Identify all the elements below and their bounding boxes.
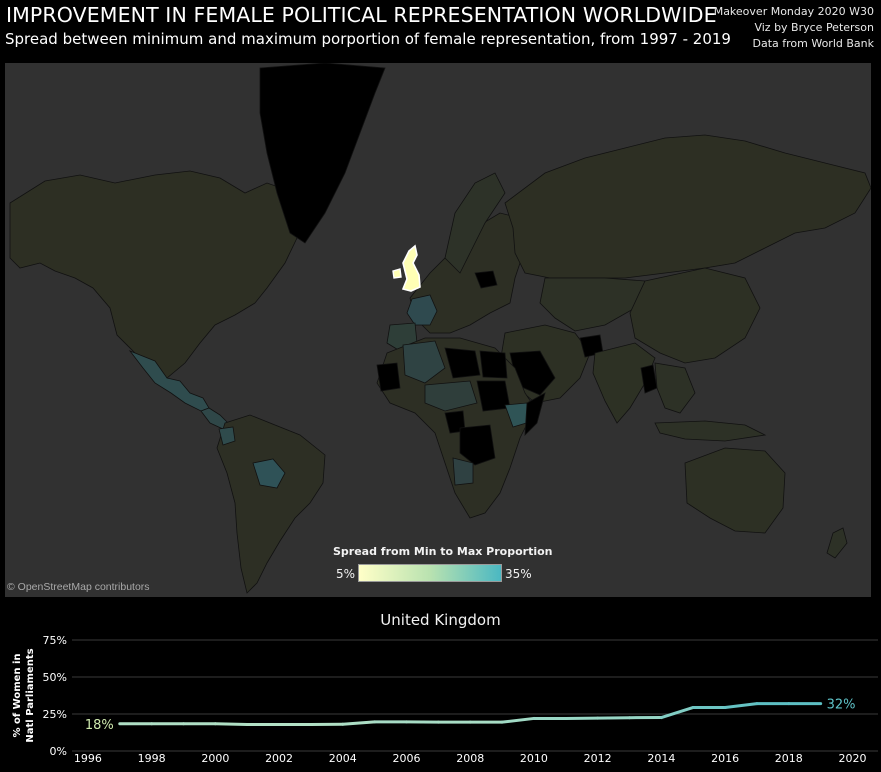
line-segment[interactable] [659, 705, 695, 720]
map-bolivia[interactable] [252, 458, 286, 489]
map-central-asia[interactable] [539, 277, 646, 332]
end-value-label: 32% [827, 698, 856, 713]
map-ecuador[interactable] [218, 426, 236, 446]
map-new-zealand[interactable] [826, 527, 848, 559]
map-mauritania[interactable] [376, 362, 401, 392]
map-france[interactable] [406, 294, 438, 326]
header: IMPROVEMENT IN FEMALE POLITICAL REPRESEN… [0, 0, 881, 60]
map-attribution[interactable]: © OpenStreetMap contributors [7, 581, 150, 593]
line-segment[interactable] [500, 716, 536, 724]
x-tick-label: 2004 [329, 752, 357, 765]
map-southeast-asia[interactable] [654, 362, 696, 414]
map-greenland[interactable] [259, 63, 386, 244]
x-tick-label: 2002 [265, 752, 293, 765]
map-drc[interactable] [459, 424, 496, 466]
map-algeria[interactable] [402, 340, 446, 384]
dashboard-subtitle: Spread between minimum and maximum porpo… [5, 30, 731, 48]
line-chart[interactable]: 0% 25% 50% 75% 1996 1998 2000 2002 2004 2006 2008… [0, 630, 881, 772]
x-tick-label: 2016 [711, 752, 739, 765]
y-tick-label: 25% [43, 708, 67, 721]
x-axis-ticks: 1996 1998 2000 2002 2004 2006 2008 2010 2012 2014… [74, 752, 867, 765]
y-tick-label: 75% [43, 634, 67, 647]
x-tick-label: 2008 [456, 752, 484, 765]
world-map[interactable]: © OpenStreetMap contributors Spread from… [5, 63, 871, 597]
map-north-america[interactable] [9, 170, 306, 379]
map-scandinavia[interactable] [444, 172, 506, 274]
line-segment[interactable] [723, 702, 759, 709]
y-axis-ticks: 0% 25% 50% 75% [43, 634, 67, 758]
map-india[interactable] [592, 342, 656, 424]
map-china[interactable] [629, 267, 761, 364]
map-egypt[interactable] [479, 350, 508, 379]
map-russia[interactable] [504, 134, 871, 279]
x-tick-label: 2014 [647, 752, 675, 765]
x-tick-label: 1998 [138, 752, 166, 765]
map-united-kingdom[interactable] [392, 244, 421, 292]
line-segment[interactable] [341, 720, 377, 726]
legend-title: Spread from Min to Max Proportion [333, 545, 553, 558]
map-canvas[interactable] [5, 63, 871, 597]
line-chart-title: United Kingdom [380, 611, 501, 629]
x-tick-label: 1996 [74, 752, 102, 765]
map-south-america[interactable] [216, 414, 326, 594]
legend-gradient-bar [358, 564, 502, 582]
start-value-label: 18% [85, 718, 114, 733]
credits: Makeover Monday 2020 W30 Viz by Bryce Pe… [714, 4, 874, 52]
map-sudan[interactable] [476, 380, 511, 412]
map-angola[interactable] [452, 457, 474, 486]
y-tick-label: 50% [43, 671, 67, 684]
y-axis-title: % of Women in Natl Parliaments [12, 648, 36, 742]
y-gridlines [72, 639, 878, 752]
map-australia[interactable] [684, 447, 786, 534]
x-tick-label: 2018 [775, 752, 803, 765]
line-segment[interactable] [213, 722, 249, 727]
series-line[interactable] [118, 702, 823, 727]
x-tick-label: 2000 [201, 752, 229, 765]
map-sahel[interactable] [424, 380, 478, 412]
legend-min-label: 5% [336, 567, 356, 581]
x-tick-label: 2012 [584, 752, 612, 765]
map-myanmar[interactable] [640, 364, 658, 394]
legend-max-label: 35% [505, 567, 532, 581]
x-tick-label: 2006 [393, 752, 421, 765]
credit-makeover: Makeover Monday 2020 W30 [713, 5, 874, 18]
map-somalia[interactable] [524, 392, 546, 437]
map-legend: Spread from Min to Max Proportion 5% 35% [330, 544, 553, 584]
y-tick-label: 0% [50, 745, 67, 758]
credit-author: Viz by Bryce Peterson [754, 21, 874, 34]
map-libya[interactable] [444, 347, 481, 379]
credit-source: Data from World Bank [752, 37, 874, 50]
map-belarus[interactable] [474, 270, 498, 289]
dashboard-title: IMPROVEMENT IN FEMALE POLITICAL REPRESEN… [6, 3, 717, 27]
x-tick-label: 2010 [520, 752, 548, 765]
x-tick-label: 2020 [839, 752, 867, 765]
map-indonesia[interactable] [654, 420, 767, 442]
